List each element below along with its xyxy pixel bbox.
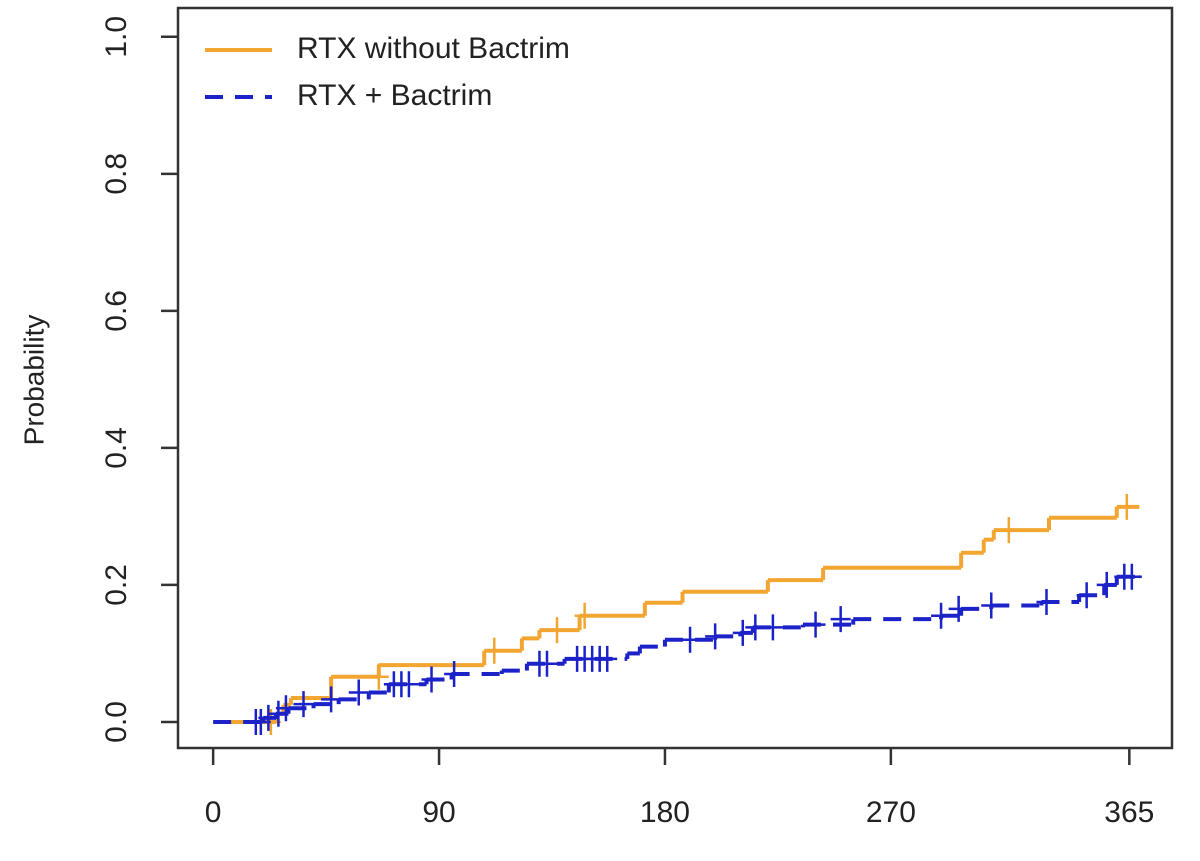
censor-mark [597,645,618,672]
censor-mark [981,592,1002,619]
x-tick-label: 365 [1104,796,1154,829]
censor-mark [547,617,568,644]
censor-mark [398,671,419,698]
censor-mark [1036,589,1057,616]
censor-mark [998,517,1019,544]
x-tick-label: 0 [205,796,222,829]
x-tick-label: 180 [640,796,690,829]
plot-frame [176,6,1174,750]
censor-mark [258,704,279,731]
censor-mark [762,614,783,641]
censor-mark [705,623,726,650]
censor-mark [1121,563,1142,590]
legend-label: RTX without Bactrim [297,32,570,65]
censor-mark [348,679,369,706]
y-tick-label: 0.8 [100,153,133,195]
censor-mark [421,666,442,693]
censor-mark [321,686,342,713]
censor-mark [732,619,753,646]
censor-mark [830,606,851,633]
censor-mark [275,695,296,722]
y-tick-label: 0.6 [100,290,133,332]
censor-mark [536,650,557,677]
y-tick-label: 0.2 [100,564,133,606]
censor-mark [1076,582,1097,609]
censor-mark [931,602,952,629]
censor-mark [574,602,595,629]
censor-mark [484,637,505,664]
y-tick-label: 1.0 [100,16,133,58]
censor-mark [444,661,465,687]
y-axis-label: Probability [18,315,49,446]
censor-mark [948,595,969,622]
y-tick-label: 0.0 [100,701,133,743]
x-tick-label: 270 [866,796,916,829]
censor-mark [1116,493,1137,520]
censor-mark [805,611,826,638]
censor-mark [368,663,389,690]
x-tick-label: 90 [422,796,455,829]
censor-mark [745,614,766,641]
legend-label: RTX + Bactrim [297,79,492,112]
censor-mark [680,626,701,653]
censor-mark [1096,571,1117,598]
censor-mark [293,691,314,718]
y-tick-label: 0.4 [100,427,133,469]
